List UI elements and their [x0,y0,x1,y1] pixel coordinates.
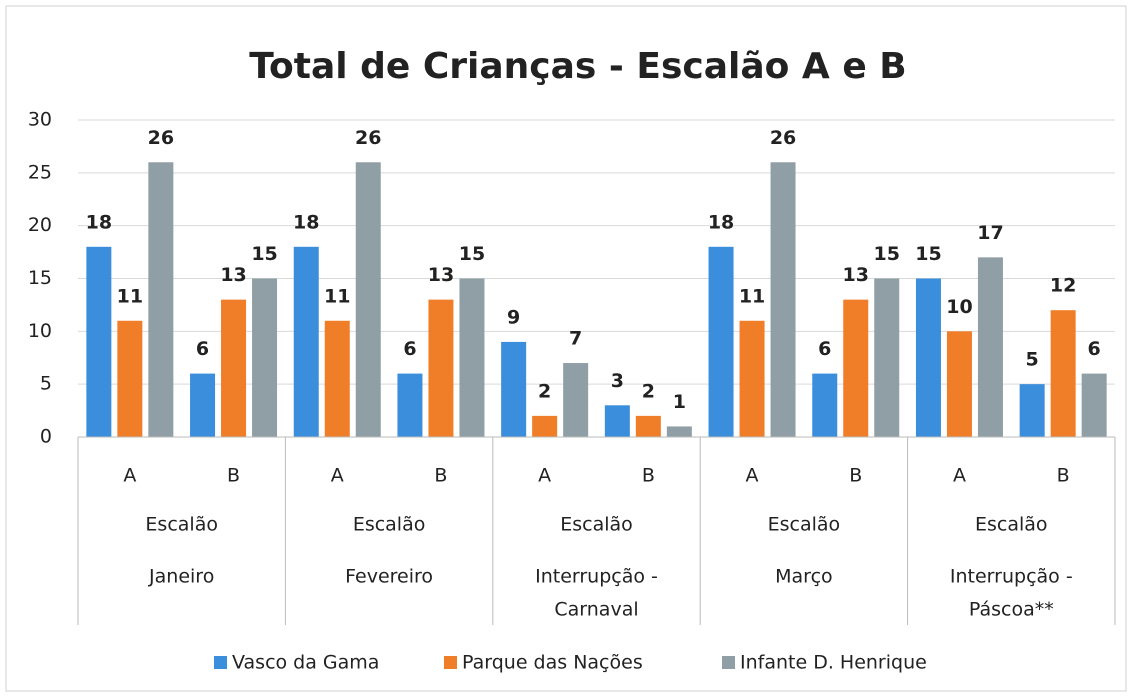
value-label: 13 [843,264,869,286]
value-label: 2 [538,380,551,402]
bar [148,162,174,437]
x-tick-label: A [331,465,344,487]
group-label: Interrupção - [535,566,658,588]
value-label: 18 [708,211,734,233]
x-tick-label: B [1057,465,1070,487]
x-tick-label: A [123,465,136,487]
group-label: Escalão [975,514,1048,536]
value-label: 26 [148,127,174,149]
bar [293,246,319,437]
value-label: 9 [507,306,520,328]
legend-label: Infante D. Henrique [740,652,927,674]
group-label: Páscoa** [969,599,1054,621]
value-label: 11 [117,285,143,307]
value-label: 26 [355,127,381,149]
group-label: Carnaval [554,599,638,621]
y-tick-label: 30 [28,109,52,131]
bar [428,299,454,437]
value-label: 10 [946,296,972,318]
bar [635,415,661,437]
value-label: 13 [220,264,246,286]
value-label: 11 [324,285,350,307]
value-label: 7 [569,328,582,350]
bar [86,246,112,437]
value-label: 17 [977,222,1003,244]
bar [739,320,765,437]
y-tick-label: 20 [28,214,52,236]
bar [874,278,900,437]
value-label: 11 [739,285,765,307]
bar [324,320,350,437]
value-label: 18 [86,211,112,233]
value-label: 6 [1088,338,1101,360]
bar [1081,373,1107,437]
bar [843,299,869,437]
value-label: 1 [673,391,686,413]
y-tick-label: 25 [28,161,52,183]
group-label: Escalão [560,514,633,536]
bar [355,162,381,437]
value-label: 18 [293,211,319,233]
bar [708,246,734,437]
x-tick-label: B [849,465,862,487]
bar [604,405,630,437]
bar [946,331,972,437]
bar [459,278,485,437]
bar [532,415,558,437]
bar [812,373,838,437]
x-tick-label: A [746,465,759,487]
bar [563,363,589,437]
group-label: Janeiro [148,566,214,588]
value-label: 15 [459,243,485,265]
legend-swatch [722,656,735,669]
group-label: Março [775,566,833,588]
bar [915,278,941,437]
x-tick-label: A [953,465,966,487]
value-label: 6 [196,338,209,360]
value-label: 15 [874,243,900,265]
value-label: 13 [428,264,454,286]
value-label: 6 [403,338,416,360]
group-label: Fevereiro [345,566,433,588]
bar [397,373,423,437]
group-label: Escalão [768,514,841,536]
bar [501,341,527,437]
value-label: 15 [915,243,941,265]
value-label: 5 [1026,349,1039,371]
bar [1050,310,1076,437]
bar [770,162,796,437]
bar [252,278,278,437]
group-label: Escalão [353,514,426,536]
bar [117,320,143,437]
y-tick-label: 0 [40,426,52,448]
value-label: 26 [770,127,796,149]
value-label: 2 [642,380,655,402]
x-tick-label: B [227,465,240,487]
value-label: 3 [611,370,624,392]
bar [666,426,692,437]
bar [977,257,1003,437]
chart-title: Total de Crianças - Escalão A e B [249,46,906,87]
x-tick-label: B [434,465,447,487]
y-tick-label: 10 [28,320,52,342]
bar [190,373,216,437]
legend-swatch [444,656,457,669]
legend-label: Parque das Nações [462,652,643,674]
group-label: Escalão [145,514,218,536]
value-label: 15 [251,243,277,265]
bar [1019,384,1045,437]
legend-swatch [214,656,227,669]
y-tick-label: 5 [40,373,52,395]
group-label: Interrupção - [950,566,1073,588]
value-label: 12 [1050,275,1076,297]
value-label: 6 [818,338,831,360]
legend-label: Vasco da Gama [232,652,379,674]
bar [221,299,247,437]
x-tick-label: B [642,465,655,487]
x-tick-label: A [538,465,551,487]
y-tick-label: 15 [28,267,52,289]
